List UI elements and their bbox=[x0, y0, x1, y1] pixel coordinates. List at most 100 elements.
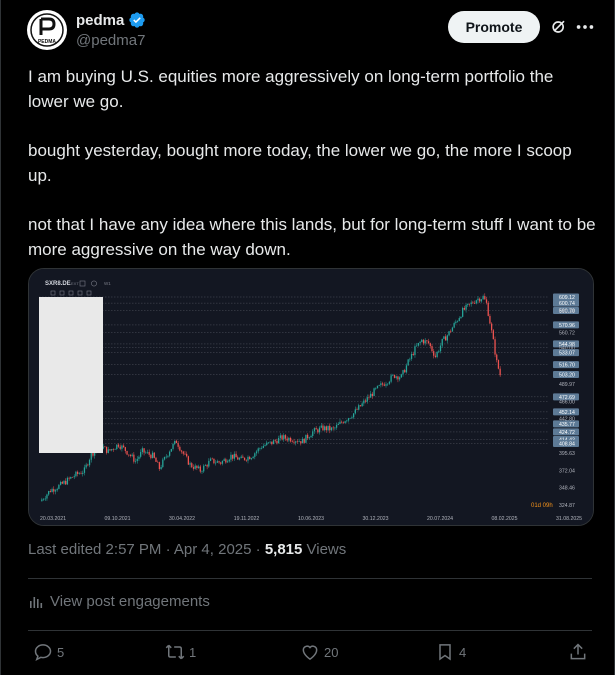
display-name[interactable]: pedma bbox=[76, 11, 125, 29]
candle-down bbox=[124, 446, 126, 454]
candle-down bbox=[487, 301, 489, 317]
candle-up bbox=[257, 447, 259, 454]
candle-up bbox=[54, 488, 57, 495]
price-label-box bbox=[553, 321, 579, 329]
time-label: 10.06.2023 bbox=[298, 516, 324, 522]
price-label: 609.12 bbox=[559, 295, 575, 301]
share-button[interactable] bbox=[568, 642, 588, 662]
post-paragraph: not that I have any idea where this land… bbox=[28, 215, 596, 259]
candle-up bbox=[313, 427, 316, 434]
candle-down bbox=[485, 297, 488, 305]
candle-up bbox=[288, 436, 290, 443]
candle-down bbox=[109, 449, 111, 452]
edited-timestamp[interactable]: Last edited 2:57 PM · Apr 4, 2025 · bbox=[28, 541, 265, 558]
price-label: 516.70 bbox=[559, 363, 575, 369]
candle-up bbox=[203, 464, 205, 473]
repost-button[interactable]: 1 bbox=[165, 642, 196, 662]
candle-down bbox=[71, 476, 74, 478]
candle-up bbox=[140, 449, 142, 459]
bookmark-button[interactable]: 4 bbox=[435, 642, 466, 662]
candle-down bbox=[249, 455, 251, 460]
candle-up bbox=[349, 417, 351, 419]
candle-down bbox=[53, 486, 55, 495]
candle-up bbox=[255, 449, 258, 456]
candle-down bbox=[196, 465, 198, 471]
candle-up bbox=[238, 456, 241, 461]
view-engagements-label[interactable]: View post engagements bbox=[50, 593, 210, 610]
candle-up bbox=[42, 497, 45, 501]
candle-down bbox=[206, 463, 208, 470]
countdown-label: 01d 09h bbox=[531, 503, 553, 509]
candle-up bbox=[116, 444, 118, 451]
candle-up bbox=[162, 457, 164, 469]
candle-down bbox=[472, 300, 474, 304]
candle-up bbox=[298, 438, 300, 443]
price-label-box bbox=[553, 293, 579, 301]
candle-down bbox=[133, 452, 135, 464]
candle-up bbox=[482, 294, 484, 300]
candle-down bbox=[393, 374, 396, 379]
candle-up bbox=[385, 381, 387, 388]
reply-button[interactable]: 5 bbox=[33, 642, 64, 662]
like-button[interactable]: 20 bbox=[300, 642, 338, 662]
avatar[interactable]: PEDMA bbox=[27, 10, 67, 50]
candle-up bbox=[233, 451, 236, 461]
promote-button[interactable]: Promote bbox=[448, 11, 540, 43]
candle-down bbox=[175, 439, 178, 444]
candle-up bbox=[131, 453, 133, 458]
candle-down bbox=[463, 305, 466, 311]
candle-down bbox=[68, 476, 70, 481]
candle-up bbox=[41, 497, 43, 502]
candle-up bbox=[168, 450, 171, 458]
candle-down bbox=[433, 348, 435, 359]
candle-down bbox=[218, 460, 220, 464]
candle-up bbox=[272, 439, 275, 445]
candle-down bbox=[429, 342, 431, 349]
price-label: 372.04 bbox=[559, 468, 575, 474]
price-label: 600.74 bbox=[559, 301, 575, 307]
candle-down bbox=[341, 420, 343, 424]
candle-up bbox=[214, 459, 217, 466]
time-label: 09.10.2021 bbox=[105, 516, 131, 522]
candle-up bbox=[441, 338, 443, 349]
heart-icon bbox=[302, 645, 318, 660]
candle-down bbox=[61, 480, 63, 485]
candle-down bbox=[65, 478, 67, 486]
candle-up bbox=[197, 464, 200, 469]
grok-icon[interactable] bbox=[549, 17, 569, 37]
price-label: 533.07 bbox=[559, 351, 575, 357]
candle-up bbox=[59, 480, 62, 486]
candle-down bbox=[191, 462, 193, 469]
candle-up bbox=[305, 434, 307, 443]
candle-down bbox=[434, 353, 437, 359]
time-label: 19.11.2022 bbox=[234, 516, 260, 522]
candle-up bbox=[90, 451, 92, 463]
candle-down bbox=[126, 450, 128, 456]
repost-count: 1 bbox=[189, 644, 197, 660]
author-name[interactable]: pedma bbox=[76, 11, 146, 29]
candle-up bbox=[470, 300, 472, 307]
view-engagements-link[interactable]: View post engagements bbox=[28, 593, 210, 610]
candle-up bbox=[436, 351, 438, 359]
candle-up bbox=[480, 298, 483, 303]
chart-settings-icon bbox=[79, 280, 86, 287]
post-paragraph: bought yesterday, bought more today, the… bbox=[28, 141, 572, 185]
candle-down bbox=[243, 457, 246, 461]
candle-down bbox=[342, 421, 345, 424]
candle-up bbox=[344, 420, 346, 424]
candle-down bbox=[479, 297, 481, 304]
candle-down bbox=[431, 343, 433, 353]
candle-up bbox=[165, 454, 167, 459]
more-icon[interactable] bbox=[574, 17, 596, 37]
author-handle[interactable]: @pedma7 bbox=[76, 32, 146, 49]
candle-up bbox=[73, 474, 75, 480]
candle-down bbox=[291, 439, 293, 443]
candle-up bbox=[456, 320, 459, 323]
candle-down bbox=[105, 446, 108, 455]
chart-image[interactable]: SXR8.DE EXT W1 609.12 600.74 590.70 590.31 5… bbox=[28, 268, 594, 526]
candle-down bbox=[289, 436, 292, 443]
redacted-overlay bbox=[39, 297, 103, 453]
candle-up bbox=[378, 384, 380, 387]
candle-down bbox=[186, 451, 188, 458]
candle-up bbox=[82, 470, 84, 477]
